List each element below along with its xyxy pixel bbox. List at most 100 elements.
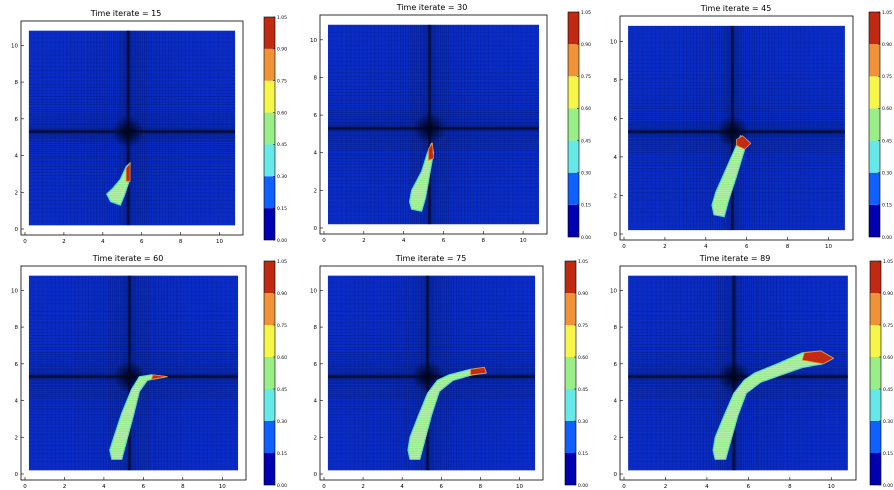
chart-title: Time iterate = 45	[700, 4, 772, 13]
y-tick-label: 4	[314, 399, 318, 405]
x-tick-label: 0	[322, 484, 326, 490]
colorbar-segment	[870, 293, 881, 325]
colorbar-tick-label: 0.00	[882, 235, 892, 241]
colorbar-segment	[568, 76, 579, 109]
y-tick-label: 8	[614, 78, 618, 84]
colorbar-tick-label: 0.45	[883, 387, 893, 393]
colorbar-tick-label: 0.30	[883, 419, 893, 425]
x-tick-label: 2	[362, 238, 366, 244]
colorbar-segment	[264, 421, 275, 453]
colorbar-tick-label: 0.15	[277, 451, 287, 457]
x-tick-label: 4	[705, 484, 709, 490]
chart-panel-2: 0 2 4 6 8 10 0 2 4 6 8 10 Time iterate = 30 0.00 0.15 0…	[310, 3, 591, 244]
colorbar-frame	[567, 11, 580, 238]
colorbar-segment	[264, 261, 275, 293]
cross-band-vertical	[126, 30, 130, 226]
y-tick-label: 8	[614, 325, 618, 331]
colorbar-segment	[565, 261, 576, 293]
y-tick-label: 4	[15, 399, 19, 405]
x-tick-label: 6	[142, 484, 146, 490]
y-tick-label: 0	[15, 472, 19, 478]
chart-title: Time iterate = 75	[395, 254, 467, 263]
y-tick-label: 10	[610, 288, 617, 294]
colorbar-segment	[565, 389, 576, 421]
x-tick-label: 2	[62, 239, 66, 245]
colorbar-tick-label: 0.75	[277, 79, 287, 85]
colorbar-tick-label: 1.05	[277, 259, 287, 265]
colorbar-tick-label: 1.05	[883, 259, 893, 265]
colorbar-tick-label: 0.30	[277, 174, 287, 180]
colorbar-tick-label: 0.45	[581, 138, 591, 144]
colorbar-tick-label: 1.05	[277, 15, 287, 21]
colorbar-segment	[568, 12, 579, 45]
colorbar-segment	[264, 389, 275, 421]
x-tick-label: 2	[663, 244, 667, 250]
cross-band-horizontal	[28, 375, 239, 379]
colorbar-frame	[869, 260, 882, 486]
chart-title: Time iterate = 89	[699, 254, 771, 263]
colorbar-tick-label: 0.00	[578, 483, 588, 489]
colorbar-tick-label: 0.75	[277, 323, 287, 329]
colorbar-frame	[868, 11, 881, 238]
colorbar-segment	[264, 17, 275, 49]
x-tick-label: 8	[482, 238, 486, 244]
colorbar-tick-label: 0.00	[581, 235, 591, 241]
cross-band-horizontal	[628, 375, 848, 379]
colorbar-tick-label: 0.15	[578, 451, 588, 457]
colorbar-tick-label: 1.05	[581, 10, 591, 16]
bubble-hatch	[106, 162, 131, 206]
bubble-hatch	[109, 374, 167, 460]
x-tick-label: 8	[181, 484, 185, 490]
x-tick-label: 10	[520, 238, 527, 244]
colorbar-tick-label: 0.45	[882, 138, 892, 144]
colorbar-tick-label: 1.05	[578, 259, 588, 265]
y-tick-label: 10	[310, 38, 317, 44]
colorbar-segment	[869, 204, 880, 237]
bubble-hatch	[409, 143, 434, 212]
y-tick-label: 8	[15, 325, 19, 331]
colorbar-tick-label: 0.90	[883, 291, 893, 297]
y-tick-label: 10	[11, 43, 18, 49]
x-tick-label: 6	[747, 484, 751, 490]
x-tick-label: 2	[63, 484, 67, 490]
cross-band-vertical	[426, 275, 430, 471]
y-tick-label: 2	[15, 435, 19, 441]
y-tick-label: 6	[614, 116, 618, 122]
colorbar-segment	[870, 453, 881, 485]
colorbar-segment	[869, 108, 880, 141]
colorbar-tick-label: 0.60	[883, 355, 893, 361]
x-tick-label: 10	[828, 484, 835, 490]
y-tick-label: 6	[15, 362, 19, 368]
colorbar-tick-label: 0.60	[578, 355, 588, 361]
colorbar-segment	[565, 453, 576, 485]
y-tick-label: 8	[314, 75, 318, 81]
colorbar-frame	[564, 260, 577, 486]
x-tick-label: 8	[179, 239, 183, 245]
colorbar-tick-label: 0.15	[277, 206, 287, 212]
x-tick-label: 8	[479, 484, 483, 490]
x-tick-label: 8	[786, 244, 790, 250]
colorbar-segment	[568, 44, 579, 77]
colorbar-tick-label: 0.45	[277, 387, 287, 393]
high-value-region	[801, 350, 835, 365]
colorbar-tick-label: 0.30	[578, 419, 588, 425]
cross-band-horizontal	[28, 130, 236, 134]
colorbar-segment	[568, 204, 579, 237]
colorbar-segment	[568, 108, 579, 141]
colorbar-tick-label: 0.15	[882, 203, 892, 209]
colorbar-segment	[264, 144, 275, 177]
colorbar-segment	[264, 112, 275, 145]
y-tick-label: 4	[314, 151, 318, 157]
y-tick-label: 4	[15, 154, 19, 160]
colorbar-segment	[870, 421, 881, 453]
colorbar-tick-label: 0.30	[277, 419, 287, 425]
colorbar-tick-label: 0.00	[277, 483, 287, 489]
colorbar-tick-label: 0.90	[581, 42, 591, 48]
x-tick-label: 4	[101, 239, 105, 245]
high-value-region	[125, 161, 131, 182]
colorbar-segment	[565, 293, 576, 325]
colorbar-segment	[568, 172, 579, 205]
high-value-region	[150, 374, 168, 380]
bubble-hatch	[408, 367, 487, 460]
y-tick-label: 8	[314, 325, 318, 331]
